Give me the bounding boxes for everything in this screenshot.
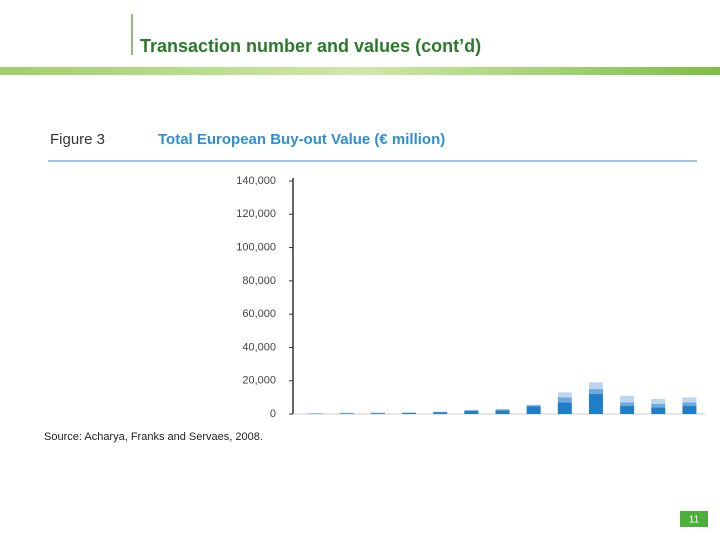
bar-segment	[620, 395, 635, 403]
y-tick-label: 80,000	[242, 275, 276, 287]
bar-segment	[402, 413, 417, 414]
y-tick-label: 60,000	[242, 308, 276, 320]
y-tick-label: 100,000	[236, 241, 276, 253]
bar-segment	[651, 399, 666, 405]
bar-segment	[526, 406, 541, 414]
source: Source: Acharya, Franks and Servaes, 200…	[44, 431, 263, 443]
bar-segment	[682, 402, 697, 406]
bar-segment	[464, 410, 479, 412]
bar-segment	[620, 402, 635, 406]
bar-segment	[557, 392, 572, 398]
bar-segment	[526, 405, 541, 407]
bar-segment	[557, 397, 572, 403]
y-tick-label: 20,000	[242, 375, 276, 387]
bar-segment	[433, 412, 448, 414]
figure-label: Figure 3	[50, 131, 105, 148]
header-band	[0, 67, 720, 75]
bar-segment	[588, 394, 603, 414]
bar-segment	[557, 402, 572, 414]
bar-segment	[682, 405, 697, 414]
bar-segment	[651, 407, 666, 414]
y-tick-label: 0	[270, 408, 276, 420]
bar-segment	[495, 409, 510, 411]
bar-segment	[620, 405, 635, 414]
bar-segment	[495, 410, 510, 414]
bar-segment	[370, 413, 385, 414]
y-tick-label: 40,000	[242, 341, 276, 353]
chart-title: Total European Buy-out Value (€ million)	[158, 131, 445, 148]
bar-segment	[464, 411, 479, 414]
bar-segment	[588, 382, 603, 390]
bar-segment	[682, 397, 697, 403]
page-badge	[680, 511, 708, 527]
y-tick-label: 120,000	[236, 208, 276, 220]
y-tick-label: 140,000	[236, 175, 276, 187]
plot: 0 20,000 40,000 60,000 80,000 100,000 120,000 1…	[236, 175, 705, 420]
bar-segment	[588, 389, 603, 395]
page-number: 11	[689, 515, 700, 526]
slide-title: Transaction number and values (cont’d)	[140, 36, 481, 56]
bar-segment	[651, 404, 666, 408]
